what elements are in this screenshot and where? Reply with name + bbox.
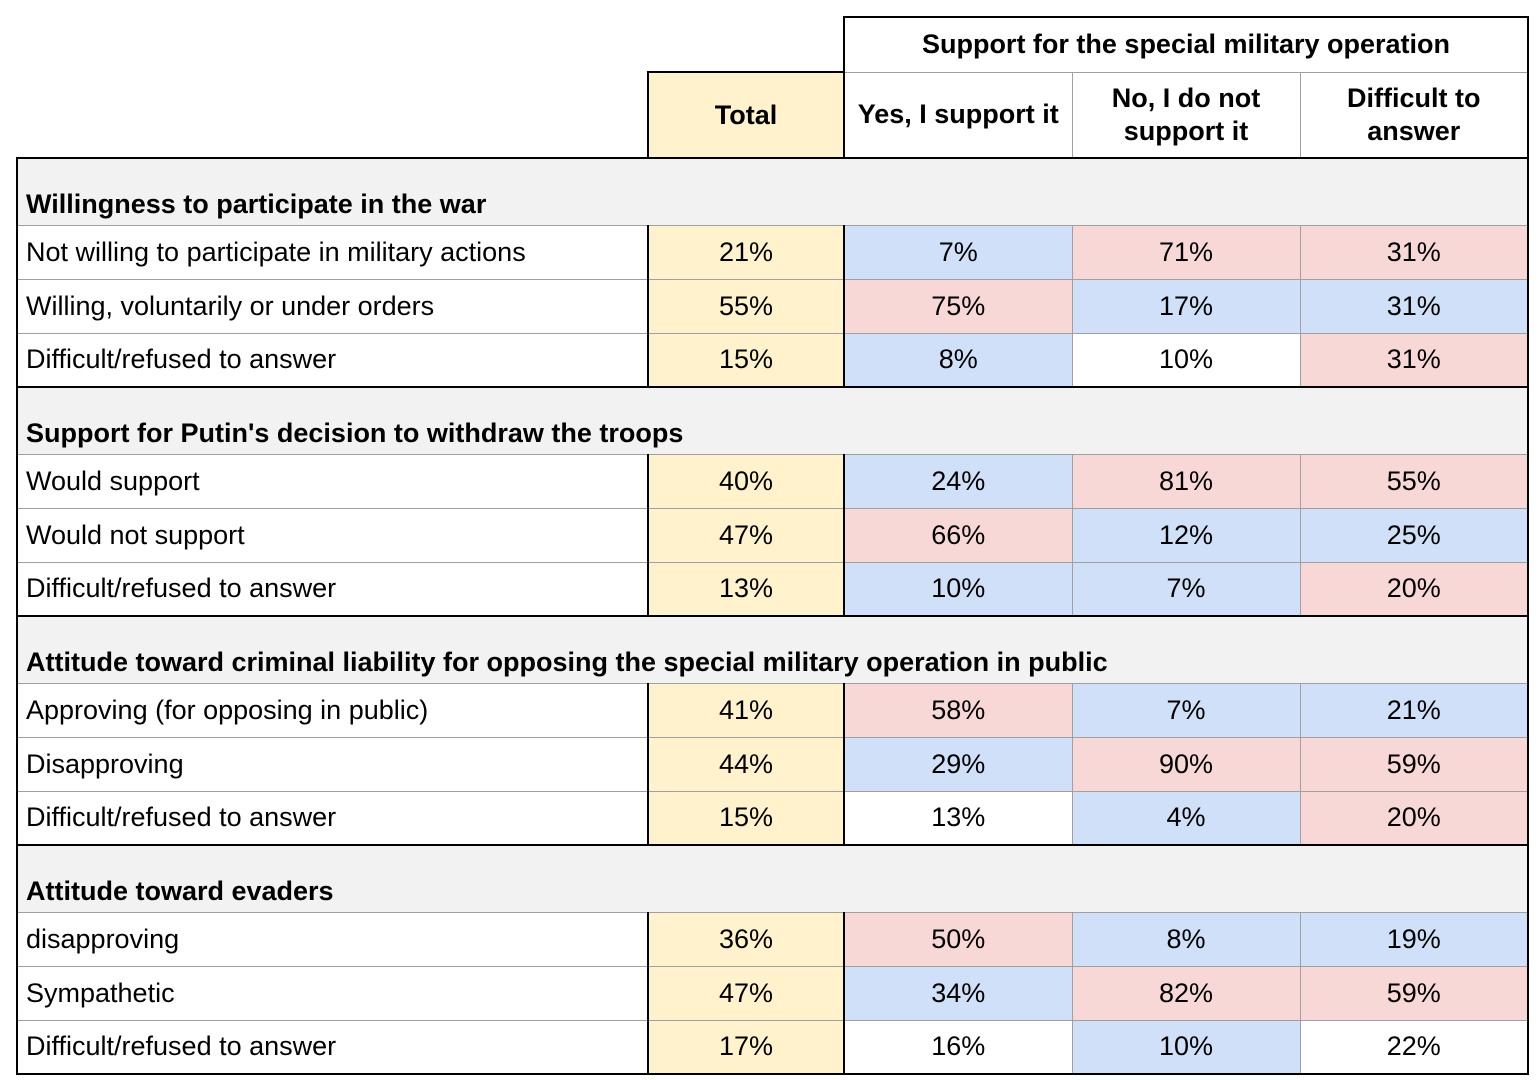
section-row: Attitude toward criminal liability for o… [16, 615, 1529, 684]
section-title: Support for Putin's decision to withdraw… [16, 386, 1529, 455]
cell-total: 36% [647, 912, 845, 967]
column-header-support: Yes, I support it [843, 72, 1073, 158]
column-header-not-support: No, I do not support it [1071, 72, 1301, 158]
row-label: Sympathetic [16, 966, 649, 1021]
cell-total: 15% [647, 333, 845, 388]
column-header-total: Total [647, 71, 845, 158]
cell-not-support: 71% [1071, 225, 1301, 280]
cell-not-support: 4% [1071, 791, 1301, 846]
table-row: Difficult/refused to answer 15% 13% 4% 20% [16, 791, 1529, 846]
row-label: Would not support [16, 508, 649, 563]
row-label: Difficult/refused to answer [16, 791, 649, 846]
cell-not-support: 82% [1071, 966, 1301, 1021]
row-label: Approving (for opposing in public) [16, 683, 649, 738]
cell-difficult: 25% [1299, 508, 1529, 563]
cell-not-support: 8% [1071, 912, 1301, 967]
cell-total: 47% [647, 508, 845, 563]
cell-difficult: 20% [1299, 791, 1529, 846]
cell-not-support: 7% [1071, 562, 1301, 617]
table-row: Difficult/refused to answer 17% 16% 10% 22% [16, 1020, 1529, 1075]
cell-support: 7% [843, 225, 1073, 280]
table-row: Sympathetic 47% 34% 82% 59% [16, 966, 1529, 1021]
cell-support: 10% [843, 562, 1073, 617]
cell-support: 58% [843, 683, 1073, 738]
cell-support: 13% [843, 791, 1073, 846]
row-label: Difficult/refused to answer [16, 333, 649, 388]
cell-support: 75% [843, 279, 1073, 334]
header-blank-cell [17, 72, 648, 158]
section-row: Attitude toward evaders [16, 844, 1529, 913]
cell-total: 55% [647, 279, 845, 334]
cell-total: 44% [647, 737, 845, 792]
cell-total: 21% [647, 225, 845, 280]
table-row: Not willing to participate in military a… [16, 225, 1529, 280]
cell-not-support: 10% [1071, 1020, 1301, 1075]
cell-not-support: 81% [1071, 454, 1301, 509]
cell-support: 29% [843, 737, 1073, 792]
cell-difficult: 31% [1299, 225, 1529, 280]
cell-difficult: 59% [1299, 737, 1529, 792]
cell-support: 24% [843, 454, 1073, 509]
row-label: Not willing to participate in military a… [16, 225, 649, 280]
table-row: Disapproving 44% 29% 90% 59% [16, 737, 1529, 792]
row-label: Would support [16, 454, 649, 509]
section-row: Willingness to participate in the war [16, 157, 1529, 226]
cell-total: 47% [647, 966, 845, 1021]
cell-total: 17% [647, 1020, 845, 1075]
cell-total: 40% [647, 454, 845, 509]
super-header: Support for the special military operati… [843, 16, 1529, 73]
cell-not-support: 12% [1071, 508, 1301, 563]
cell-difficult: 22% [1299, 1020, 1529, 1075]
cell-difficult: 31% [1299, 333, 1529, 388]
section-row: Support for Putin's decision to withdraw… [16, 386, 1529, 455]
cell-total: 15% [647, 791, 845, 846]
section-title: Attitude toward evaders [16, 844, 1529, 913]
header-blank-area [17, 17, 844, 72]
cell-not-support: 7% [1071, 683, 1301, 738]
cell-support: 50% [843, 912, 1073, 967]
crosstab-table: Support for the special military operati… [16, 16, 1529, 1075]
cell-total: 13% [647, 562, 845, 617]
row-label: Difficult/refused to answer [16, 1020, 649, 1075]
cell-difficult: 20% [1299, 562, 1529, 617]
row-label: Willing, voluntarily or under orders [16, 279, 649, 334]
table-row: Willing, voluntarily or under orders 55% 7… [16, 279, 1529, 334]
cell-not-support: 17% [1071, 279, 1301, 334]
section-title: Willingness to participate in the war [16, 157, 1529, 226]
cell-total: 41% [647, 683, 845, 738]
cell-not-support: 10% [1071, 333, 1301, 388]
table-row: Would not support 47% 66% 12% 25% [16, 508, 1529, 563]
cell-support: 8% [843, 333, 1073, 388]
table-row: Difficult/refused to answer 15% 8% 10% 31% [16, 333, 1529, 388]
row-label: disapproving [16, 912, 649, 967]
row-label: Difficult/refused to answer [16, 562, 649, 617]
cell-support: 16% [843, 1020, 1073, 1075]
table-row: Would support 40% 24% 81% 55% [16, 454, 1529, 509]
table-row: Difficult/refused to answer 13% 10% 7% 20% [16, 562, 1529, 617]
cell-difficult: 31% [1299, 279, 1529, 334]
section-title: Attitude toward criminal liability for o… [16, 615, 1529, 684]
cell-difficult: 59% [1299, 966, 1529, 1021]
column-header-row: Total Yes, I support it No, I do not sup… [17, 71, 1529, 158]
table-row: disapproving 36% 50% 8% 19% [16, 912, 1529, 967]
cell-difficult: 21% [1299, 683, 1529, 738]
super-header-row: Support for the special military operati… [17, 16, 1529, 73]
cell-not-support: 90% [1071, 737, 1301, 792]
cell-support: 66% [843, 508, 1073, 563]
table-body: Willingness to participate in the war Not… [16, 157, 1529, 1075]
cell-difficult: 55% [1299, 454, 1529, 509]
cell-support: 34% [843, 966, 1073, 1021]
column-header-difficult: Difficult to answer [1299, 72, 1529, 158]
row-label: Disapproving [16, 737, 649, 792]
table-row: Approving (for opposing in public) 41% 58%… [16, 683, 1529, 738]
cell-difficult: 19% [1299, 912, 1529, 967]
